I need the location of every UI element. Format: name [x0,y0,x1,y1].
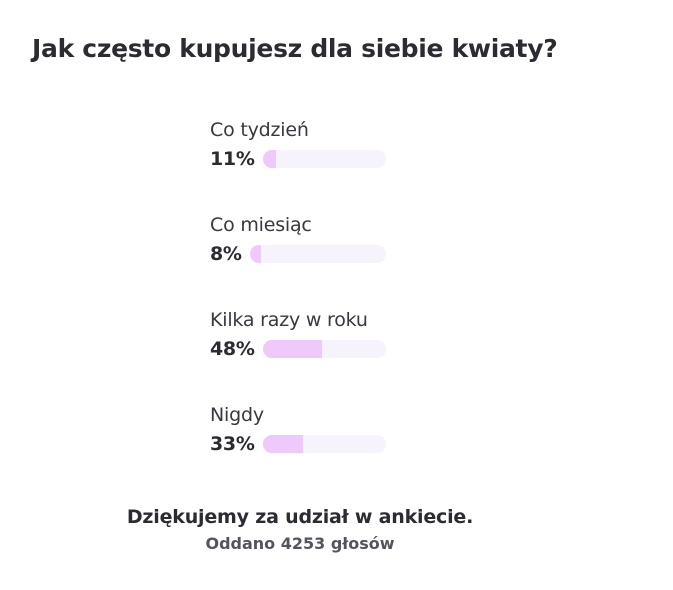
option-label: Nigdy [210,404,264,426]
result-row: 11% [210,144,430,174]
result-bar [262,435,386,453]
poll-option: Kilka razy w roku 48% [210,306,430,401]
option-percent: 33% [210,433,255,455]
thanks-message: Dziękujemy za udział w ankiecie. [126,506,474,528]
result-row: 33% [210,429,430,459]
poll-option: Co miesiąc 8% [210,211,430,306]
result-bar [262,340,386,358]
option-percent: 48% [210,338,255,360]
result-bar-fill [262,340,322,358]
poll-results: Co tydzień 11% Co miesiąc 8% Kilka razy … [210,116,430,496]
result-bar [262,150,386,168]
votes-count: Oddano 4253 głosów [205,534,395,553]
result-row: 8% [210,239,430,269]
result-bar [249,245,386,263]
option-percent: 11% [210,148,255,170]
poll-option: Co tydzień 11% [210,116,430,211]
result-bar-fill [249,245,261,263]
option-label: Kilka razy w roku [210,309,368,331]
option-label: Co miesiąc [210,214,312,236]
result-bar-fill [262,435,304,453]
poll-footer: Dziękujemy za udział w ankiecie. Oddano … [0,503,600,556]
poll-title: Jak często kupujesz dla siebie kwiaty? [32,34,558,63]
poll-option: Nigdy 33% [210,401,430,496]
option-label: Co tydzień [210,119,309,141]
option-percent: 8% [210,243,242,265]
result-bar-fill [262,150,277,168]
result-row: 48% [210,334,430,364]
